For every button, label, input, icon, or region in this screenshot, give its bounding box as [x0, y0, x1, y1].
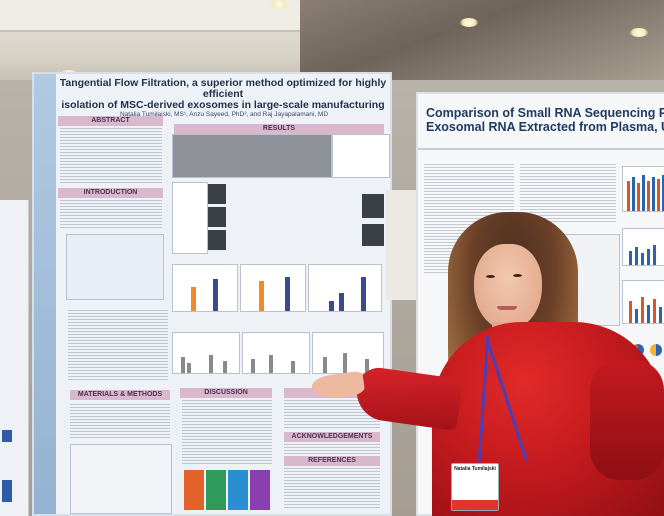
discussion-header: DISCUSSION	[180, 388, 272, 398]
poster-authors: Natalia Tumiłajski, MS¹, Anzu Sayeed, Ph…	[119, 111, 329, 118]
results-micrograph	[208, 230, 226, 250]
ceiling-light	[630, 28, 648, 37]
person-face	[474, 244, 542, 330]
person-eye	[486, 275, 495, 278]
results-scan-panel	[172, 182, 208, 254]
results-figure-gel	[172, 134, 332, 178]
results-micrograph	[208, 207, 226, 227]
introduction-header: INTRODUCTION	[58, 188, 163, 198]
right-poster-title-line1: Comparison of Small RNA Sequencing Pro	[426, 106, 664, 120]
results-bar-chart	[308, 264, 382, 312]
results-bar-chart-2	[312, 332, 384, 374]
poster-title: Tangential Flow Filtration, a superior m…	[58, 78, 388, 111]
badge-name: Natalia Tumilajski	[454, 466, 496, 472]
materials-methods-header: MATERIALS & METHODS	[70, 390, 170, 400]
poster-title-line2: isolation of MSC-derived exosomes in lar…	[61, 99, 385, 111]
person-right-arm	[590, 360, 664, 480]
results-bar-chart	[240, 264, 306, 312]
right-poster-title: Comparison of Small RNA Sequencing Pro E…	[426, 106, 664, 134]
results-bar-chart	[172, 264, 238, 312]
results-micrograph	[362, 194, 384, 218]
results-bar-chart-2	[242, 332, 310, 374]
poster-title-line1: Tangential Flow Filtration, a superior m…	[59, 77, 387, 100]
results-micrograph	[362, 224, 384, 246]
poster-sidebar	[34, 74, 56, 514]
discussion-arrow-3	[228, 470, 248, 510]
discussion-arrow-4	[250, 470, 270, 510]
left-edge-poster	[0, 200, 29, 516]
acknowledgements-text	[284, 444, 380, 454]
introduction-diagram	[66, 234, 164, 300]
right-poster-chart	[622, 166, 664, 212]
discussion-text	[182, 400, 272, 464]
results-figure-curve	[332, 134, 390, 178]
badge-stripe	[452, 500, 498, 510]
main-poster: Tangential Flow Filtration, a superior m…	[32, 72, 392, 516]
ceiling-soffit	[300, 0, 664, 80]
results-bar-chart-2	[172, 332, 240, 374]
ceiling-light	[270, 0, 288, 9]
references-header: REFERENCES	[284, 456, 380, 466]
abstract-text	[60, 128, 162, 184]
abstract-header: ABSTRACT	[58, 116, 163, 126]
methods-text	[68, 310, 168, 380]
right-poster-chart	[622, 228, 664, 266]
references-text	[284, 468, 380, 508]
materials-methods-text	[70, 404, 170, 440]
side-board	[386, 190, 416, 300]
acknowledgements-header: ACKNOWLEDGEMENTS	[284, 432, 380, 442]
discussion-arrow-2	[206, 470, 226, 510]
discussion-arrow-1	[184, 470, 204, 510]
name-badge: Natalia Tumilajski	[451, 463, 499, 511]
results-header: RESULTS	[174, 124, 384, 134]
introduction-text	[60, 200, 162, 230]
results-micrograph	[208, 184, 226, 204]
right-poster-title-line2: Exosomal RNA Extracted from Plasma, Urin…	[426, 120, 664, 134]
person-mouth	[497, 306, 517, 310]
methods-illustration	[70, 444, 172, 514]
person-eye	[513, 274, 522, 277]
right-poster-chart	[622, 280, 664, 324]
ceiling-light	[460, 18, 478, 27]
